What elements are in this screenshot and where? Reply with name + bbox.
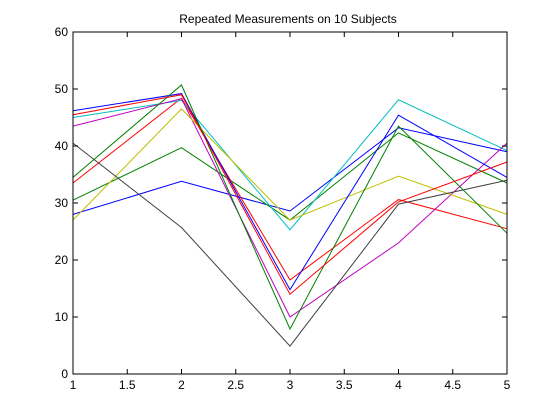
x-tick-label: 1.5	[119, 378, 136, 392]
x-tick-label: 4	[395, 378, 402, 392]
series-line-1	[72, 127, 508, 215]
series-line-10	[72, 94, 508, 295]
x-tick-label: 2.5	[227, 378, 244, 392]
x-tick-label: 3	[287, 378, 294, 392]
series-line-7	[72, 142, 508, 347]
y-axis: 0 10 20 30 40 50 60	[55, 25, 507, 381]
x-tick-label: 1	[70, 378, 77, 392]
series-line-9	[72, 84, 508, 331]
series-line-5	[72, 98, 508, 318]
x-tick-label: 2	[178, 378, 185, 392]
y-tick-label: 0	[61, 367, 68, 381]
y-tick-label: 40	[55, 139, 69, 153]
x-axis: 1 1.5 2 2.5 3 3.5 4 4.5 5	[70, 32, 511, 392]
series-line-4	[72, 99, 508, 231]
series-line-8	[72, 93, 508, 291]
series-layer	[72, 84, 508, 347]
y-tick-label: 60	[55, 25, 69, 39]
x-tick-label: 4.5	[444, 378, 461, 392]
chart-title: Repeated Measurements on 10 Subjects	[179, 12, 396, 26]
y-tick-label: 10	[55, 310, 69, 324]
y-tick-label: 30	[55, 196, 69, 210]
y-tick-label: 50	[55, 82, 69, 96]
series-line-3	[72, 97, 508, 281]
series-line-2	[72, 132, 508, 221]
x-tick-label: 5	[504, 378, 511, 392]
x-tick-label: 3.5	[336, 378, 353, 392]
y-tick-label: 20	[55, 253, 69, 267]
